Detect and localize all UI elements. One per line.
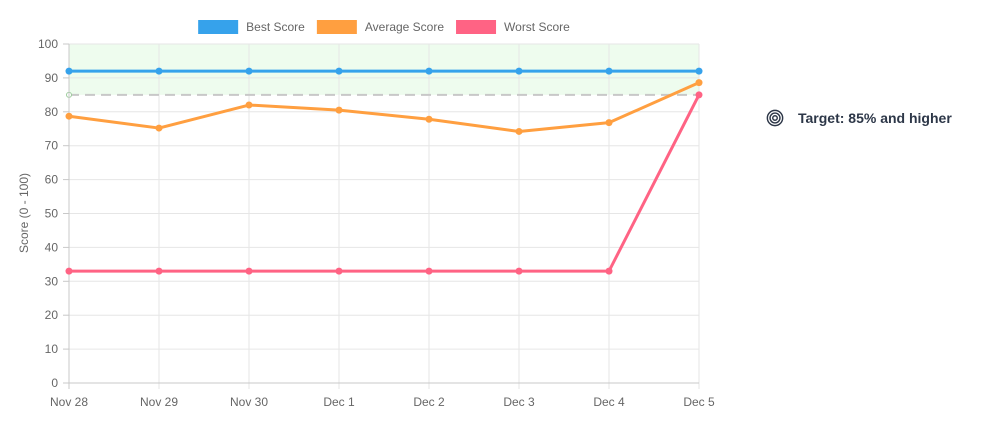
best-score-point[interactable] [425,67,433,75]
y-tick-label: 90 [45,71,59,85]
y-tick-label: 100 [38,37,58,51]
y-tick-label: 70 [45,139,59,153]
worst-score-point[interactable] [335,267,343,275]
legend-label: Worst Score [504,20,570,34]
average-score-point[interactable] [245,101,253,109]
best-score-point[interactable] [155,67,163,75]
best-score-point[interactable] [335,67,343,75]
legend-item-average-score[interactable]: Average Score [316,20,444,34]
y-tick-label: 50 [45,207,59,221]
x-tick-label: Dec 5 [683,395,715,409]
target-band [69,44,699,95]
average-score-point[interactable] [65,112,73,120]
y-tick-label: 0 [51,376,58,390]
legend-item-worst-score[interactable]: Worst Score [456,20,570,34]
series-best-score [65,67,703,75]
x-tick-label: Dec 3 [503,395,535,409]
best-score-point[interactable] [695,67,703,75]
target-text: Target: 85% and higher [798,110,952,126]
worst-score-point[interactable] [695,91,703,99]
x-tick-label: Dec 1 [323,395,355,409]
target-band-area [69,44,699,95]
best-score-point[interactable] [515,67,523,75]
series [65,67,703,275]
worst-score-line [67,93,701,273]
y-axis-title: Score (0 - 100) [17,173,31,253]
average-score-point[interactable] [425,115,433,123]
worst-score-point[interactable] [425,267,433,275]
legend-swatch [456,20,497,34]
average-score-point[interactable] [695,79,703,87]
y-tick-label: 80 [45,105,59,119]
x-tick-label: Dec 4 [593,395,625,409]
worst-score-point[interactable] [245,267,253,275]
best-score-point[interactable] [605,67,613,75]
worst-score-point[interactable] [65,267,73,275]
average-score-line [67,81,701,133]
series-average-score [65,79,703,135]
legend-label: Average Score [365,20,444,34]
best-score-point[interactable] [245,67,253,75]
legend-label: Best Score [246,20,305,34]
x-tick-label: Dec 2 [413,395,445,409]
worst-score-point[interactable] [515,267,523,275]
average-score-point[interactable] [515,127,523,135]
axes: 0 10 20 30 40 50 60 70 80 90 100 Nov 28 Nov 29 Nov 30… [38,37,715,409]
legend-swatch [198,20,239,34]
legend[interactable]: Best Score Average Score Worst Score [198,20,570,34]
average-score-point[interactable] [155,124,163,132]
legend-swatch [316,20,357,34]
target-panel: Target: 85% and higher [766,108,952,128]
legend-item-best-score[interactable]: Best Score [198,20,305,34]
worst-score-point[interactable] [605,267,613,275]
x-tick-label: Nov 28 [50,395,88,409]
y-tick-label: 30 [45,274,59,288]
y-tick-label: 40 [45,240,59,254]
best-score-point[interactable] [65,67,73,75]
series-worst-score [65,91,703,275]
average-score-point[interactable] [605,119,613,127]
x-tick-label: Nov 29 [140,395,178,409]
y-tick-label: 10 [45,342,59,356]
worst-score-point[interactable] [155,267,163,275]
x-tick-label: Nov 30 [230,395,268,409]
average-score-point[interactable] [335,106,343,114]
y-tick-label: 60 [45,173,59,187]
target-icon [766,109,784,127]
y-tick-label: 20 [45,308,59,322]
